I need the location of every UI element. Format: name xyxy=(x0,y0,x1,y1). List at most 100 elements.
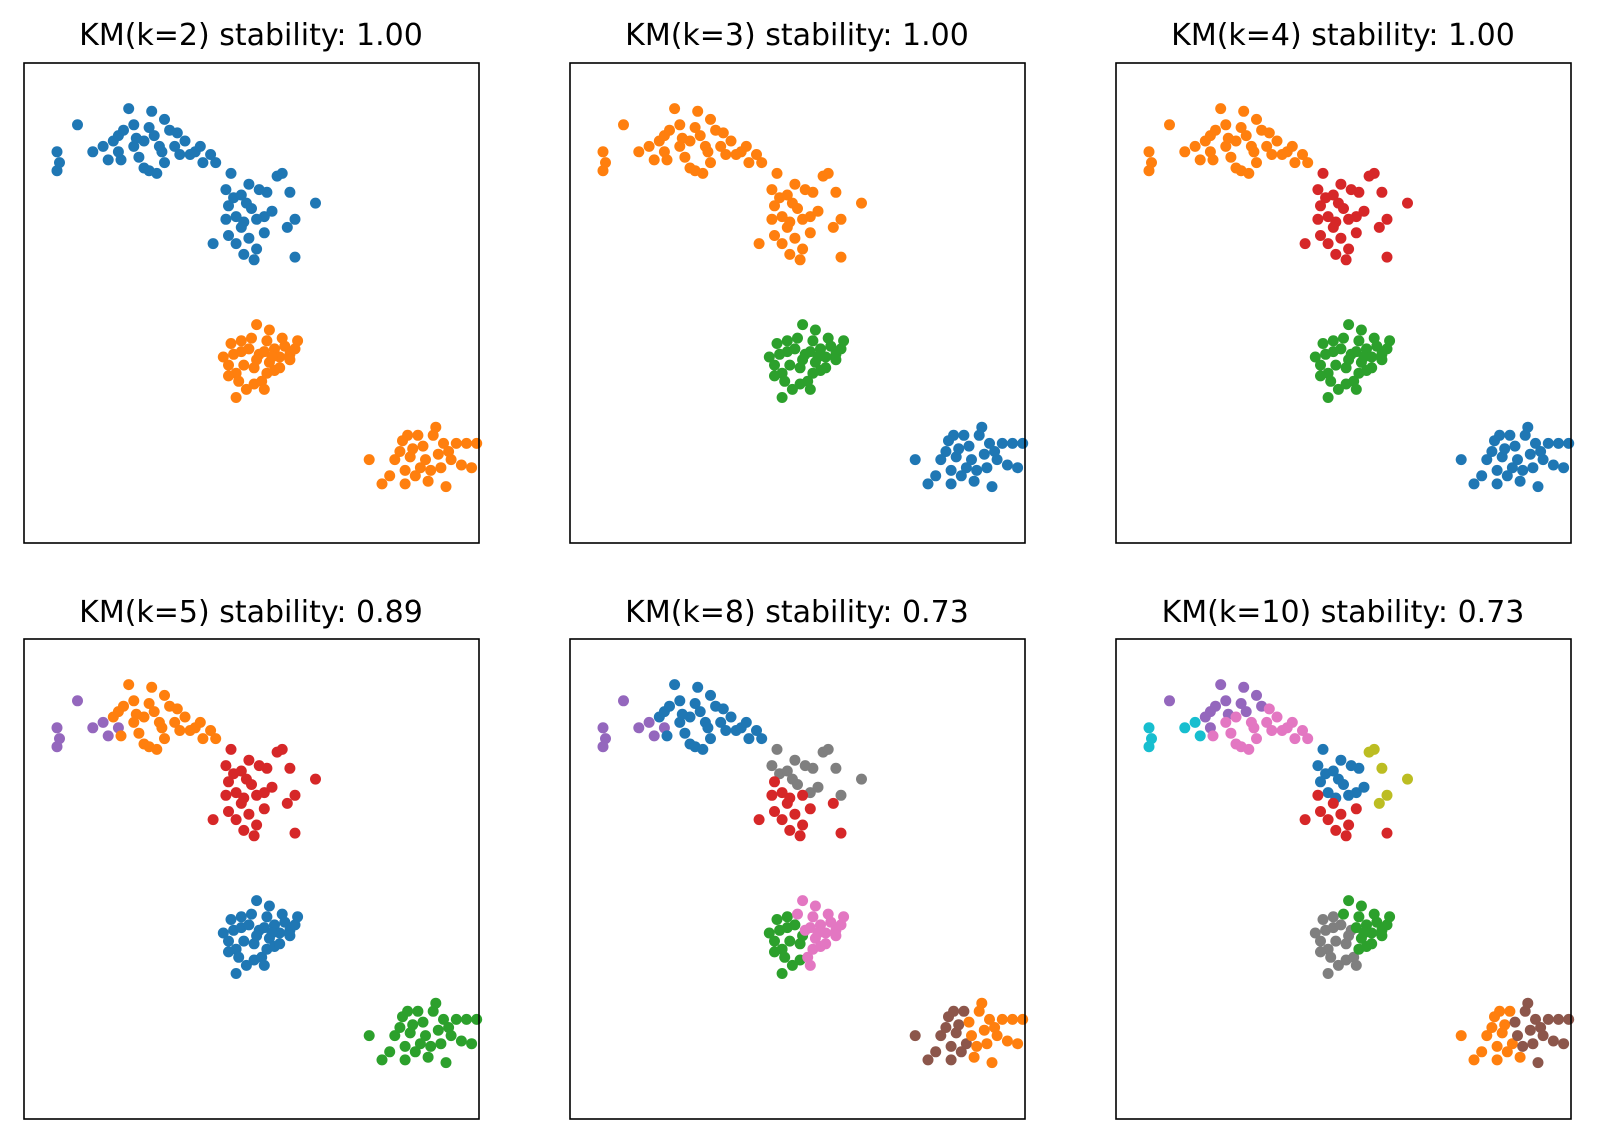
scatter-point xyxy=(1332,383,1344,395)
scatter-point xyxy=(943,1011,954,1023)
scatter-point xyxy=(258,959,270,971)
scatter-point xyxy=(1222,132,1234,144)
scatter-point xyxy=(258,227,270,239)
scatter-point xyxy=(440,481,452,493)
scatter-point xyxy=(794,830,806,842)
scatter-point xyxy=(240,383,252,395)
scatter-point xyxy=(1489,1011,1500,1023)
scatter-point xyxy=(461,1013,472,1025)
scatter-point xyxy=(717,127,729,139)
scatter-point xyxy=(409,470,421,482)
scatter-point xyxy=(261,335,273,347)
scatter-point xyxy=(253,760,265,772)
scatter-point xyxy=(422,1051,434,1063)
scatter-point xyxy=(1220,695,1232,707)
scatter-point xyxy=(922,1054,934,1066)
scatter-point xyxy=(1238,681,1250,693)
scatter-point xyxy=(1491,478,1503,490)
scatter-point xyxy=(1327,189,1339,201)
scatter-point xyxy=(276,743,288,755)
scatter-point xyxy=(1001,1035,1013,1047)
scatter-point xyxy=(784,359,796,371)
scatter-point xyxy=(54,733,65,745)
scatter-point xyxy=(1146,157,1157,169)
scatter-point xyxy=(953,1019,965,1031)
scatter-point xyxy=(1547,459,1559,471)
scatter-point xyxy=(781,189,793,201)
scatter-point xyxy=(51,146,63,158)
scatter-point xyxy=(789,919,801,931)
scatter-point xyxy=(205,149,217,160)
scatter-point xyxy=(1330,248,1342,260)
scatter-point xyxy=(1499,1019,1511,1031)
scatter-point xyxy=(827,797,839,809)
scatter-point xyxy=(1532,481,1544,493)
scatter-point xyxy=(909,454,921,466)
scatter-point xyxy=(1335,754,1347,766)
scatter-point xyxy=(1220,119,1232,131)
scatter-point xyxy=(289,789,301,801)
scatter-point xyxy=(1179,146,1191,158)
scatter-point xyxy=(156,722,168,734)
scatter-point xyxy=(443,1022,455,1033)
scatter-point xyxy=(1179,722,1191,734)
scatter-point xyxy=(1251,157,1262,169)
scatter-point xyxy=(1302,733,1314,745)
scatter-point xyxy=(953,443,965,455)
scatter-point xyxy=(1251,689,1262,701)
scatter-point xyxy=(1335,178,1347,190)
scatter-point xyxy=(1563,1013,1575,1025)
scatter-point xyxy=(1327,221,1339,233)
scatter-point xyxy=(143,698,155,709)
scatter-point xyxy=(1317,167,1329,179)
scatter-point xyxy=(430,421,442,433)
scatter-point xyxy=(820,927,832,939)
scatter-point xyxy=(989,446,1001,457)
scatter-point xyxy=(909,1030,921,1042)
scatter-point xyxy=(1327,797,1339,809)
scatter-point xyxy=(600,733,611,745)
scatter-point xyxy=(1368,167,1380,179)
scatter-point xyxy=(261,911,273,923)
scatter-point xyxy=(148,706,160,718)
scatter-point xyxy=(205,725,217,736)
scatter-point xyxy=(697,743,709,755)
scatter-point xyxy=(597,146,609,158)
scatter-point xyxy=(438,437,449,449)
scatter-point xyxy=(1476,1046,1488,1058)
scatter-point xyxy=(399,1040,411,1052)
scatter-point xyxy=(963,1016,975,1028)
scatter-point xyxy=(797,213,809,225)
scatter-point xyxy=(97,716,109,728)
scatter-point xyxy=(179,711,191,723)
scatter-point xyxy=(1263,703,1275,715)
scatter-point xyxy=(674,695,686,707)
scatter-point xyxy=(945,478,957,490)
scatter-point xyxy=(830,354,842,366)
scatter-point xyxy=(72,695,83,707)
panel-title: KM(k=10) stability: 0.73 xyxy=(1162,595,1525,630)
scatter-point xyxy=(1210,700,1221,712)
scatter-point xyxy=(789,178,801,190)
scatter-point xyxy=(1547,1035,1559,1047)
scatter-point xyxy=(743,157,755,169)
scatter-point xyxy=(1506,462,1518,474)
scatter-point xyxy=(720,149,732,160)
scatter-point xyxy=(251,930,263,942)
scatter-point xyxy=(1225,727,1237,739)
scatter-point xyxy=(1335,808,1347,820)
scatter-point xyxy=(984,437,995,449)
scatter-point xyxy=(230,392,242,403)
scatter-point xyxy=(1524,1024,1536,1036)
scatter-point xyxy=(130,132,142,144)
scatter-point xyxy=(597,722,609,734)
scatter-point xyxy=(207,814,219,826)
scatter-point xyxy=(797,819,809,831)
scatter-point xyxy=(243,343,255,355)
scatter-point xyxy=(159,689,170,701)
scatter-point xyxy=(414,462,426,474)
scatter-point xyxy=(856,773,867,785)
scatter-point xyxy=(1299,814,1311,826)
scatter-point xyxy=(450,437,462,449)
scatter-point xyxy=(771,743,783,755)
